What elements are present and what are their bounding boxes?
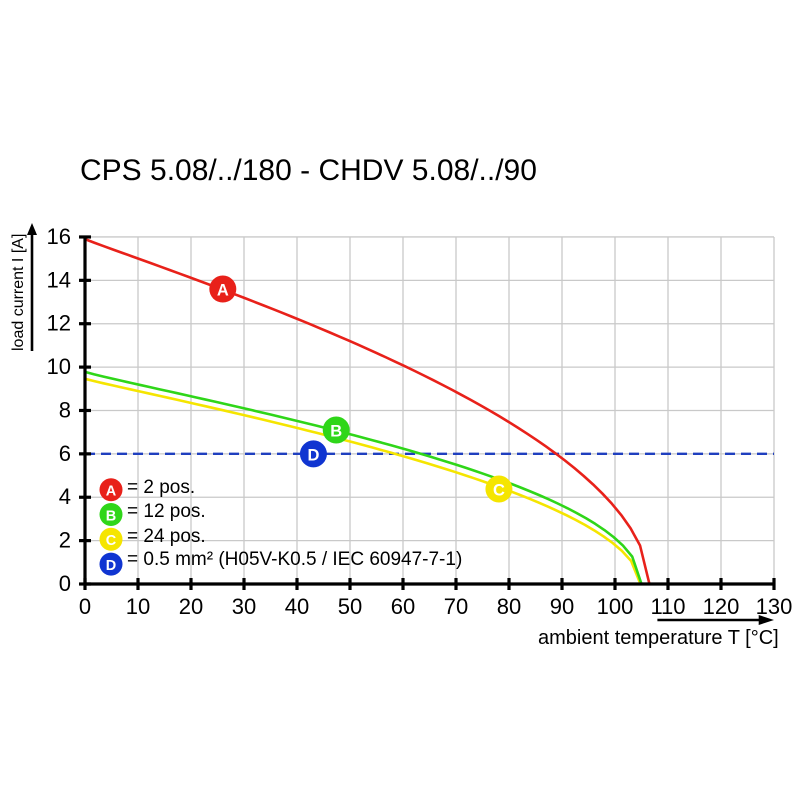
svg-text:10: 10 <box>47 354 71 379</box>
svg-text:16: 16 <box>47 224 71 249</box>
svg-text:100: 100 <box>597 594 634 619</box>
svg-text:2: 2 <box>59 528 71 553</box>
svg-text:60: 60 <box>391 594 415 619</box>
svg-text:120: 120 <box>703 594 740 619</box>
svg-text:8: 8 <box>59 397 71 422</box>
svg-text:D: D <box>106 558 116 574</box>
svg-text:110: 110 <box>650 594 685 619</box>
svg-text:6: 6 <box>59 441 71 466</box>
svg-text:10: 10 <box>126 594 150 619</box>
svg-text:80: 80 <box>497 594 521 619</box>
svg-text:14: 14 <box>47 267 71 292</box>
svg-text:50: 50 <box>338 594 362 619</box>
svg-text:0: 0 <box>79 594 91 619</box>
svg-text:A: A <box>106 484 117 500</box>
svg-text:A: A <box>217 282 229 300</box>
svg-text:B: B <box>330 423 342 441</box>
svg-text:0: 0 <box>59 571 71 596</box>
svg-text:4: 4 <box>59 484 71 509</box>
svg-text:20: 20 <box>179 594 203 619</box>
svg-text:90: 90 <box>550 594 574 619</box>
svg-text:12: 12 <box>47 311 71 336</box>
svg-text:40: 40 <box>285 594 309 619</box>
svg-text:30: 30 <box>232 594 256 619</box>
svg-text:130: 130 <box>756 594 793 619</box>
svg-text:C: C <box>106 533 117 549</box>
svg-text:70: 70 <box>444 594 468 619</box>
svg-text:C: C <box>493 482 505 500</box>
svg-text:B: B <box>106 508 116 524</box>
svg-text:D: D <box>307 446 319 464</box>
